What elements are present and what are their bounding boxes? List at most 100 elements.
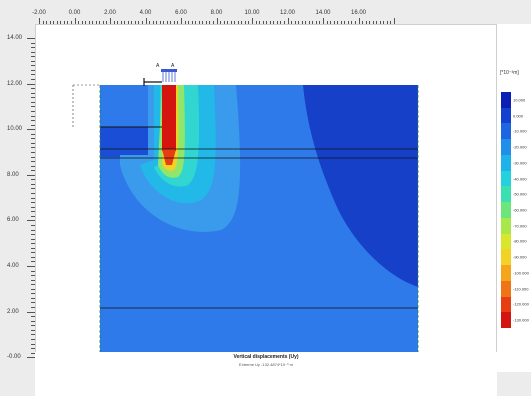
- y-minor-tick: [31, 293, 35, 295]
- legend-label: -90.000: [513, 254, 527, 260]
- x-minor-tick: [177, 21, 179, 24]
- x-minor-tick: [191, 21, 193, 24]
- legend-label: -70.000: [513, 223, 527, 229]
- plot-canvas[interactable]: A A: [35, 24, 497, 372]
- x-minor-tick: [99, 21, 101, 24]
- x-minor-tick: [223, 21, 225, 24]
- y-minor-tick: [31, 74, 35, 76]
- y-minor-tick: [31, 156, 35, 158]
- y-minor-tick: [31, 252, 35, 254]
- y-minor-tick: [31, 348, 35, 350]
- x-tick-label: 0.00: [68, 10, 81, 16]
- y-minor-tick: [31, 47, 35, 49]
- plot-subtitle: Extreme Uy -132.4874*10⁻³ m: [239, 362, 293, 367]
- x-minor-tick: [351, 21, 353, 24]
- legend-color-bar: [501, 92, 511, 329]
- y-minor-tick: [31, 152, 35, 153]
- x-minor-tick: [230, 21, 232, 24]
- y-minor-tick: [31, 106, 35, 108]
- x-minor-tick: [379, 21, 381, 24]
- y-minor-tick: [31, 334, 35, 336]
- y-minor-tick: [31, 329, 35, 331]
- legend-color-swatch: [501, 202, 511, 219]
- x-minor-tick: [337, 21, 339, 24]
- y-minor-tick: [31, 343, 35, 345]
- y-minor-tick: [31, 316, 35, 318]
- y-minor-tick: [31, 270, 35, 272]
- x-minor-tick: [212, 21, 214, 24]
- y-tick-label: 4.00: [7, 263, 19, 269]
- x-minor-tick: [209, 21, 211, 24]
- x-minor-tick: [376, 21, 378, 24]
- contour-band-heave-left: [100, 127, 162, 157]
- y-minor-tick: [31, 279, 35, 281]
- x-minor-tick: [95, 21, 97, 24]
- y-minor-tick: [31, 211, 35, 213]
- y-minor-tick: [31, 42, 35, 44]
- legend-label: 0.000: [513, 113, 524, 119]
- x-minor-tick: [145, 18, 147, 24]
- x-minor-tick: [386, 21, 388, 24]
- legend-label: -120.000: [513, 301, 529, 307]
- y-minor-tick: [27, 266, 35, 267]
- y-minor-tick: [31, 338, 35, 340]
- y-minor-tick: [31, 142, 35, 144]
- x-minor-tick: [372, 21, 374, 24]
- x-minor-tick: [67, 21, 69, 24]
- x-minor-tick: [259, 21, 261, 24]
- y-minor-tick: [31, 352, 35, 354]
- x-minor-tick: [92, 21, 94, 24]
- legend-color-swatch: [501, 139, 511, 156]
- x-minor-tick: [287, 18, 289, 24]
- x-minor-tick: [330, 21, 332, 24]
- x-minor-tick: [85, 21, 87, 24]
- x-minor-tick: [369, 21, 371, 24]
- legend-color-swatch: [501, 92, 511, 109]
- x-minor-tick: [166, 21, 168, 24]
- pile: [162, 85, 176, 151]
- x-minor-tick: [113, 21, 115, 24]
- y-minor-tick: [31, 65, 35, 67]
- x-minor-tick: [88, 21, 90, 24]
- y-minor-tick: [31, 92, 35, 94]
- y-minor-tick: [31, 215, 35, 217]
- x-tick-label: 6.00: [175, 10, 187, 16]
- vertical-ruler: 14.00 12.00 10.00 8.00 6.00 4.00 2.00 -0.00: [0, 24, 35, 372]
- x-minor-tick: [390, 21, 392, 24]
- x-minor-tick: [276, 21, 278, 24]
- legend-label: -110.000: [513, 286, 529, 292]
- load-bar: [161, 69, 177, 72]
- x-minor-tick: [323, 18, 324, 24]
- x-minor-tick: [333, 21, 335, 24]
- x-tick-label: 2.00: [104, 10, 116, 16]
- y-minor-tick: [31, 133, 35, 135]
- y-minor-tick: [31, 193, 35, 195]
- y-tick-label: 12.00: [7, 80, 23, 87]
- x-minor-tick: [269, 21, 271, 24]
- y-minor-tick: [31, 60, 35, 62]
- legend-color-swatch: [501, 154, 511, 172]
- x-minor-tick: [198, 21, 200, 24]
- legend-color-swatch: [501, 170, 511, 187]
- x-minor-tick: [152, 21, 154, 24]
- legend-color-swatch: [501, 107, 511, 124]
- legend-color-swatch: [501, 249, 511, 266]
- pile-tip: [162, 149, 176, 165]
- x-minor-tick: [365, 21, 367, 24]
- x-minor-tick: [39, 18, 40, 24]
- legend-label: 10.000: [513, 97, 526, 103]
- excavation-outline: [72, 84, 100, 127]
- x-minor-tick: [56, 21, 58, 24]
- x-minor-tick: [301, 21, 303, 24]
- x-tick-label: 16.00: [350, 10, 367, 16]
- surface-load: [161, 69, 177, 82]
- y-minor-tick: [31, 202, 35, 204]
- x-minor-tick: [234, 21, 236, 24]
- x-minor-tick: [315, 21, 317, 24]
- x-minor-tick: [170, 21, 172, 24]
- y-minor-tick: [31, 120, 35, 122]
- legend-color-swatch: [501, 280, 511, 298]
- x-minor-tick: [173, 21, 175, 24]
- y-minor-tick: [31, 261, 35, 263]
- y-minor-tick: [31, 302, 35, 304]
